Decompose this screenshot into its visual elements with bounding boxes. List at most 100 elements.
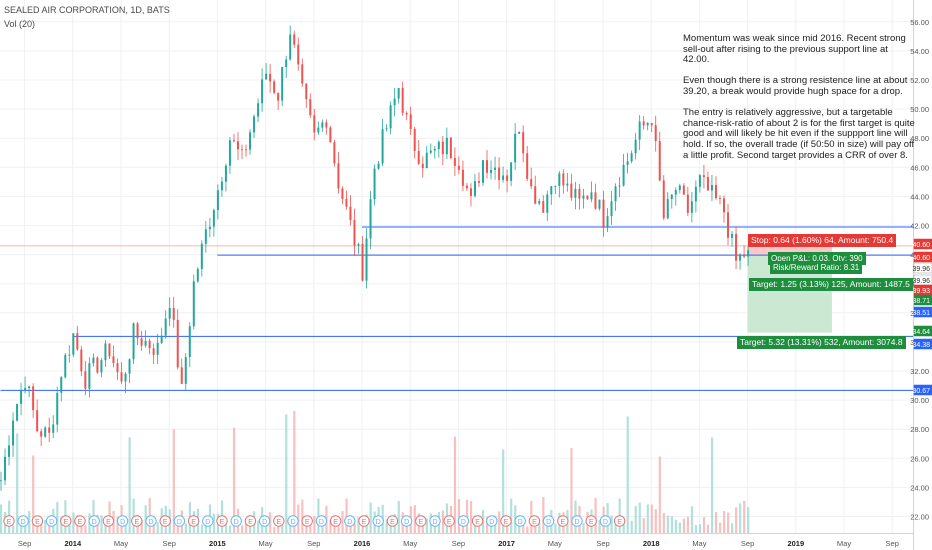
- candle-body: [64, 354, 67, 378]
- target1-label[interactable]: Target: 1.25 (3.13%) 125, Amount: 1487.5: [749, 278, 913, 291]
- candle-body: [457, 165, 460, 170]
- candle-body: [654, 125, 657, 142]
- time-tick-label: May: [837, 539, 851, 548]
- event-marker-label: D: [546, 519, 551, 526]
- volume-bar: [301, 499, 304, 533]
- candle-body: [361, 243, 364, 281]
- candle-body: [562, 173, 565, 186]
- earnings-marker: [471, 515, 484, 527]
- candle-body: [642, 121, 645, 126]
- earnings-marker: [216, 515, 228, 527]
- volume-bar: [598, 520, 601, 533]
- earnings-marker: [187, 515, 200, 527]
- volume-bar: [666, 515, 669, 533]
- time-tick-label: Sep: [307, 539, 320, 548]
- candle-body: [188, 326, 191, 358]
- event-marker-label: D: [518, 519, 523, 526]
- stop-zone: [747, 245, 832, 256]
- candle-body: [670, 194, 673, 200]
- candle-body: [554, 186, 557, 187]
- price-tag: [913, 238, 932, 250]
- candle-body: [739, 254, 742, 261]
- volume-bar: [385, 519, 388, 533]
- volume-bar: [317, 498, 320, 533]
- candle-body: [638, 121, 641, 140]
- time-tick-label: 2017: [498, 539, 515, 548]
- candle-body: [598, 199, 601, 209]
- volume-bar: [510, 498, 513, 533]
- volume-bar: [622, 517, 625, 533]
- volume-bar: [329, 519, 332, 533]
- candle-body: [144, 340, 147, 346]
- candle-body: [92, 357, 95, 364]
- candle-body: [437, 141, 440, 150]
- candle-body: [397, 87, 400, 99]
- candle-body: [425, 152, 428, 169]
- dividend-marker: [542, 515, 555, 527]
- risk-reward-label[interactable]: Risk/Reward Ratio: 8.31: [770, 261, 863, 274]
- candle-body: [241, 149, 243, 151]
- candle-body: [718, 198, 721, 199]
- candle-body: [200, 243, 203, 270]
- volume-indicator-label[interactable]: Vol (20): [4, 19, 36, 29]
- candle-body: [184, 357, 187, 384]
- candle-body: [104, 343, 107, 361]
- candle-body: [674, 190, 677, 195]
- candle-body: [662, 180, 665, 219]
- price-candles: [0, 25, 750, 491]
- volume-bar: [594, 497, 597, 533]
- candle-body: [224, 165, 227, 182]
- candle-body: [706, 177, 709, 191]
- volume-bar: [212, 513, 216, 533]
- dividend-marker: [17, 515, 29, 527]
- volume-bar: [56, 502, 59, 533]
- note-paragraph: Even though there is a strong resistence…: [683, 75, 908, 97]
- candle-body: [586, 195, 589, 200]
- time-axis[interactable]: Sep 2014 May Sep 2015 May Sep 2016 May Sep 2017 May…: [18, 539, 899, 548]
- event-marker-label: D: [489, 519, 494, 526]
- volume-bar: [309, 525, 312, 533]
- candle-body: [566, 183, 569, 186]
- event-marker-label: E: [276, 519, 281, 526]
- candle-body: [4, 456, 7, 481]
- price-tag: [913, 384, 932, 396]
- event-marker-label: D: [49, 519, 54, 526]
- event-marker-label: E: [390, 519, 395, 526]
- price-tags: 40.60 40.60 39.96 39.96 39.93 38.71 38.51 34.64…: [912, 238, 932, 396]
- candle-body: [578, 188, 581, 199]
- candle-body: [550, 186, 553, 195]
- volume-bar: [731, 523, 734, 533]
- volume-bar: [84, 525, 87, 533]
- volume-bar: [293, 410, 296, 533]
- event-marker-label: D: [461, 519, 466, 526]
- dividend-marker: [116, 515, 129, 527]
- candle-body: [172, 308, 175, 320]
- time-tick-label: 2019: [787, 539, 804, 548]
- symbol-title: SEALED AIR CORPORATION, 1D, BATS: [4, 5, 170, 15]
- candle-body: [698, 175, 701, 187]
- volume-bar: [674, 519, 677, 533]
- event-marker-label: E: [248, 519, 253, 526]
- volume-bar: [739, 503, 742, 533]
- dividend-marker: [486, 515, 498, 527]
- candle-body: [385, 128, 388, 130]
- volume-bar: [502, 449, 505, 533]
- volume-bar: [441, 510, 445, 533]
- time-tick-label: Sep: [163, 539, 176, 548]
- candle-body: [646, 123, 649, 126]
- target2-label[interactable]: Target: 5.32 (13.31%) 532, Amount: 3074.…: [737, 336, 906, 349]
- volume-bar: [678, 522, 682, 533]
- event-marker-label: D: [205, 519, 210, 526]
- price-tick-label: 56.00: [910, 18, 929, 27]
- candle-body: [100, 360, 103, 373]
- volume-bar: [413, 505, 416, 533]
- volume-bar: [341, 511, 344, 533]
- event-marker-label: D: [347, 519, 352, 526]
- candle-body: [365, 238, 368, 281]
- stop-label[interactable]: Stop: 0.64 (1.60%) 64, Amount: 750.4: [748, 234, 897, 247]
- candle-body: [502, 175, 505, 180]
- candle-body: [305, 83, 308, 100]
- volume-bar: [735, 507, 738, 533]
- event-marker-label: E: [333, 519, 338, 526]
